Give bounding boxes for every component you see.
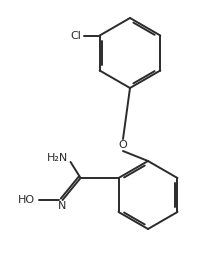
Text: Cl: Cl <box>70 30 81 40</box>
Text: O: O <box>118 140 127 150</box>
Text: HO: HO <box>17 195 34 205</box>
Text: N: N <box>58 201 66 211</box>
Text: H₂N: H₂N <box>47 153 68 163</box>
